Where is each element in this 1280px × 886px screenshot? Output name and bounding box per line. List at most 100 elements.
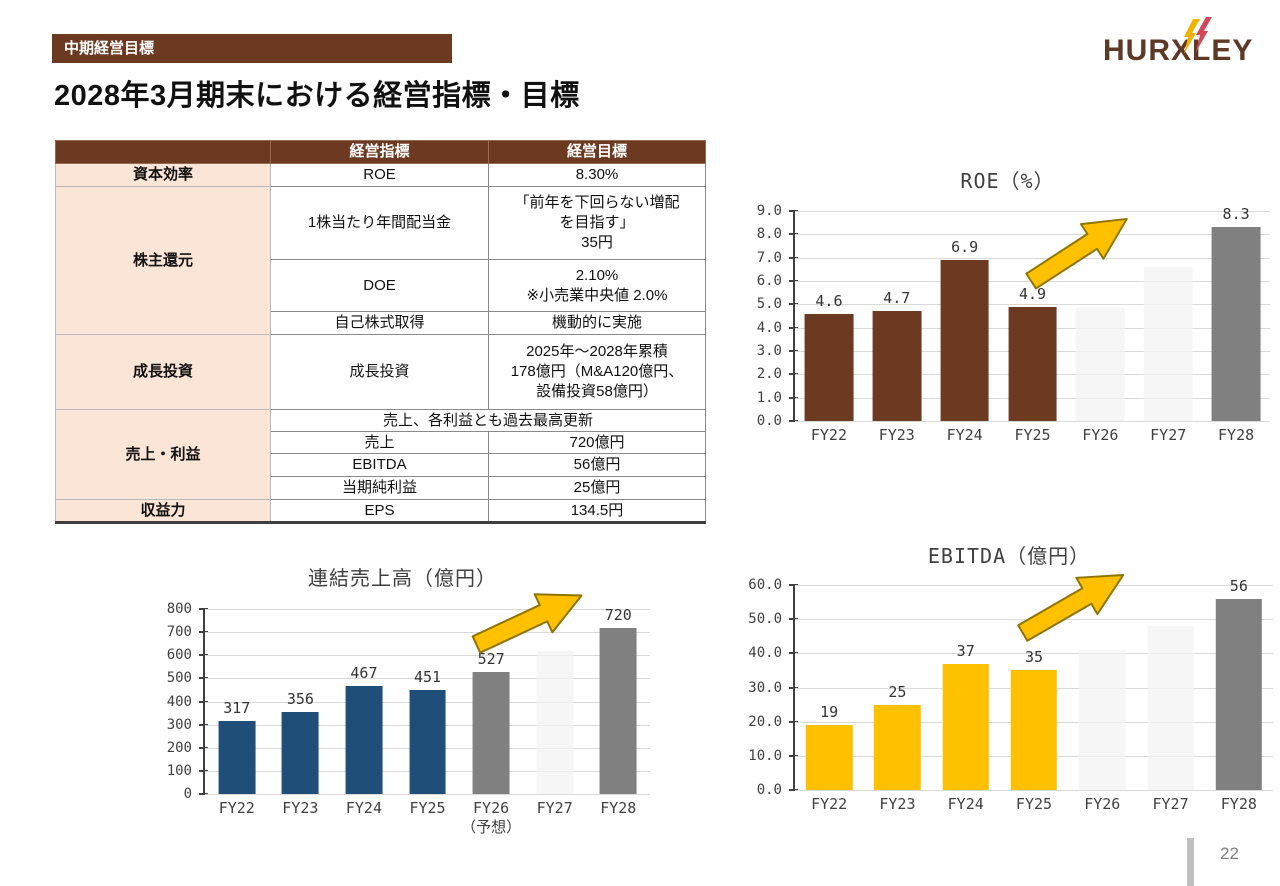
bar-value-label: 19 bbox=[820, 703, 839, 722]
bar-value-label: 356 bbox=[286, 689, 314, 708]
bar-value-label: 35 bbox=[1024, 648, 1044, 667]
y-tick-label: 2.0 bbox=[756, 366, 782, 383]
y-tick-label: 500 bbox=[166, 670, 192, 687]
gridline bbox=[795, 653, 1273, 655]
y-tick-label: 400 bbox=[166, 693, 192, 710]
kpi-table: 経営指標 経営目標 資本効率 ROE 8.30% 株主還元 1株当たり年間配当金… bbox=[55, 140, 706, 524]
bar-value-label: 317 bbox=[223, 698, 251, 717]
bar-slot: 4.7 FY23 bbox=[863, 211, 931, 444]
bar-slot: FY27 bbox=[1134, 211, 1202, 444]
bar-fy22 bbox=[218, 720, 256, 794]
x-tick-label: FY28 bbox=[1218, 426, 1255, 444]
bar-slot: 25 FY23 bbox=[863, 585, 931, 813]
table-row: 収益力 EPS 134.5円 bbox=[55, 499, 706, 523]
bar-value-label: 4.7 bbox=[883, 289, 911, 308]
bar-fy27 bbox=[536, 650, 574, 794]
table-cell: 2.10% ※小売業中央値 2.0% bbox=[488, 259, 706, 312]
bar-fy26 bbox=[1079, 649, 1126, 790]
y-tick-label: 300 bbox=[166, 716, 192, 733]
y-tick-label: 6.0 bbox=[756, 272, 782, 289]
gridline bbox=[795, 304, 1270, 306]
bar-fy26 bbox=[472, 672, 510, 794]
table-cell: DOE bbox=[270, 259, 489, 312]
plot-area: 19 FY22 25 FY23 37 FY24 35 FY25 FY26 FY27 56 FY28 bbox=[793, 574, 1273, 813]
x-tick-label: FY25 bbox=[409, 799, 446, 817]
bar-slot: 527 FY26 （予想） bbox=[459, 609, 523, 836]
bar-fy25 bbox=[1010, 670, 1058, 790]
bar-value-label: 37 bbox=[956, 641, 975, 660]
y-tick-label: 800 bbox=[166, 601, 192, 617]
bar-fy22 bbox=[804, 313, 854, 421]
page-number: 22 bbox=[1220, 844, 1239, 863]
roe-chart: ROE（%） 0.0 1.0 2.0 3.0 4.0 5.0 6.0 7.0 8.0 9.0 4.… bbox=[745, 165, 1270, 444]
table-cell: 25億円 bbox=[488, 476, 706, 500]
table-header-empty-cell bbox=[55, 140, 271, 164]
table-row: DOE 2.10% ※小売業中央値 2.0% bbox=[56, 259, 706, 312]
table-category-cell: 株主還元 bbox=[55, 186, 271, 335]
table-cell: 機動的に実施 bbox=[488, 311, 706, 335]
table-header-target: 経営目標 bbox=[488, 140, 706, 164]
table-row: 株主還元 1株当たり年間配当金 「前年を下回らない増配 を目指す」 35円 bbox=[55, 186, 706, 335]
sales-chart: 連結売上高（億円） 0 100 200 300 400 500 600 700 800 317 F… bbox=[155, 562, 650, 836]
bar-value-label: 56 bbox=[1229, 576, 1248, 595]
bar-fy23 bbox=[281, 711, 319, 794]
bar-slot: FY27 bbox=[523, 609, 587, 817]
y-tick-label: 0 bbox=[183, 786, 192, 802]
gridline bbox=[795, 211, 1270, 212]
x-tick-label: FY28 bbox=[600, 799, 637, 817]
x-tick-label: FY24 bbox=[946, 426, 983, 444]
x-tick-label: FY26 bbox=[1084, 795, 1121, 813]
table-cell: 2025年～2028年累積 178億円（M&A120億円、 設備投資58億円） bbox=[488, 334, 706, 410]
table-row: 当期純利益 25億円 bbox=[56, 476, 706, 500]
bar-slot: 467 FY24 bbox=[332, 609, 396, 817]
bar-fy23 bbox=[874, 704, 921, 790]
x-tick-label: FY22 bbox=[810, 426, 847, 444]
bar-slot: 317 FY22 bbox=[205, 609, 269, 817]
x-tick-label: FY23 bbox=[879, 795, 916, 813]
bar-value-label: 8.3 bbox=[1222, 205, 1250, 224]
table-cell: 売上 bbox=[270, 431, 489, 454]
table-row: 成長投資 成長投資 2025年～2028年累積 178億円（M&A120億円、 … bbox=[55, 334, 706, 410]
bar-slot: 451 FY25 bbox=[396, 609, 460, 817]
gridline bbox=[795, 257, 1270, 259]
y-tick-label: 10.0 bbox=[748, 747, 782, 764]
table-category-cell: 売上・利益 bbox=[55, 409, 271, 500]
table-row: 売上 720億円 bbox=[56, 431, 706, 454]
y-tick-label: 60.0 bbox=[748, 577, 782, 593]
growth-arrow-icon bbox=[471, 593, 583, 654]
bar-slot: 35 FY25 bbox=[1000, 585, 1068, 813]
bar-slot: 56 FY28 bbox=[1205, 577, 1273, 813]
y-tick-label: 30.0 bbox=[748, 679, 782, 696]
bar-fy24 bbox=[345, 686, 383, 794]
bar-value-label: 6.9 bbox=[951, 238, 979, 256]
bar-slot: 720 FY28 bbox=[586, 606, 650, 817]
company-logo: HURXLEY bbox=[1103, 17, 1268, 80]
y-tick-label: 50.0 bbox=[748, 611, 782, 628]
table-cell: 当期純利益 bbox=[270, 476, 489, 500]
y-tick-mark bbox=[789, 789, 798, 791]
x-tick-label: FY24 bbox=[947, 795, 984, 813]
bar-fy25 bbox=[1008, 306, 1057, 421]
x-tick-label: FY22 bbox=[811, 795, 848, 813]
y-tick-label: 200 bbox=[166, 739, 192, 756]
y-tick-label: 20.0 bbox=[748, 713, 782, 730]
bar-slot: 6.9 FY24 bbox=[931, 211, 999, 444]
table-category-cell: 収益力 bbox=[55, 499, 271, 523]
y-tick-mark bbox=[789, 420, 798, 422]
bar-fy28 bbox=[1211, 227, 1261, 421]
bar-value-label: 25 bbox=[888, 682, 907, 701]
y-tick-label: 40.0 bbox=[748, 645, 782, 662]
table-header-row: 経営指標 経営目標 bbox=[55, 140, 706, 164]
table-category-cell: 成長投資 bbox=[55, 334, 271, 410]
bar-value-label: 451 bbox=[413, 667, 442, 686]
bar-value-label: 467 bbox=[350, 664, 378, 683]
growth-arrow-icon bbox=[1017, 574, 1125, 642]
y-tick-label: 600 bbox=[166, 647, 192, 664]
table-row: EBITDA 56億円 bbox=[56, 453, 706, 477]
bar-slot: 8.3 FY28 bbox=[1202, 205, 1270, 444]
bar-fy24 bbox=[942, 663, 989, 790]
bar-slot: 4.9 FY25 bbox=[999, 211, 1067, 444]
x-tick-label: FY23 bbox=[282, 799, 319, 817]
gridline bbox=[205, 632, 650, 634]
bar-slot: 356 FY23 bbox=[269, 609, 333, 817]
